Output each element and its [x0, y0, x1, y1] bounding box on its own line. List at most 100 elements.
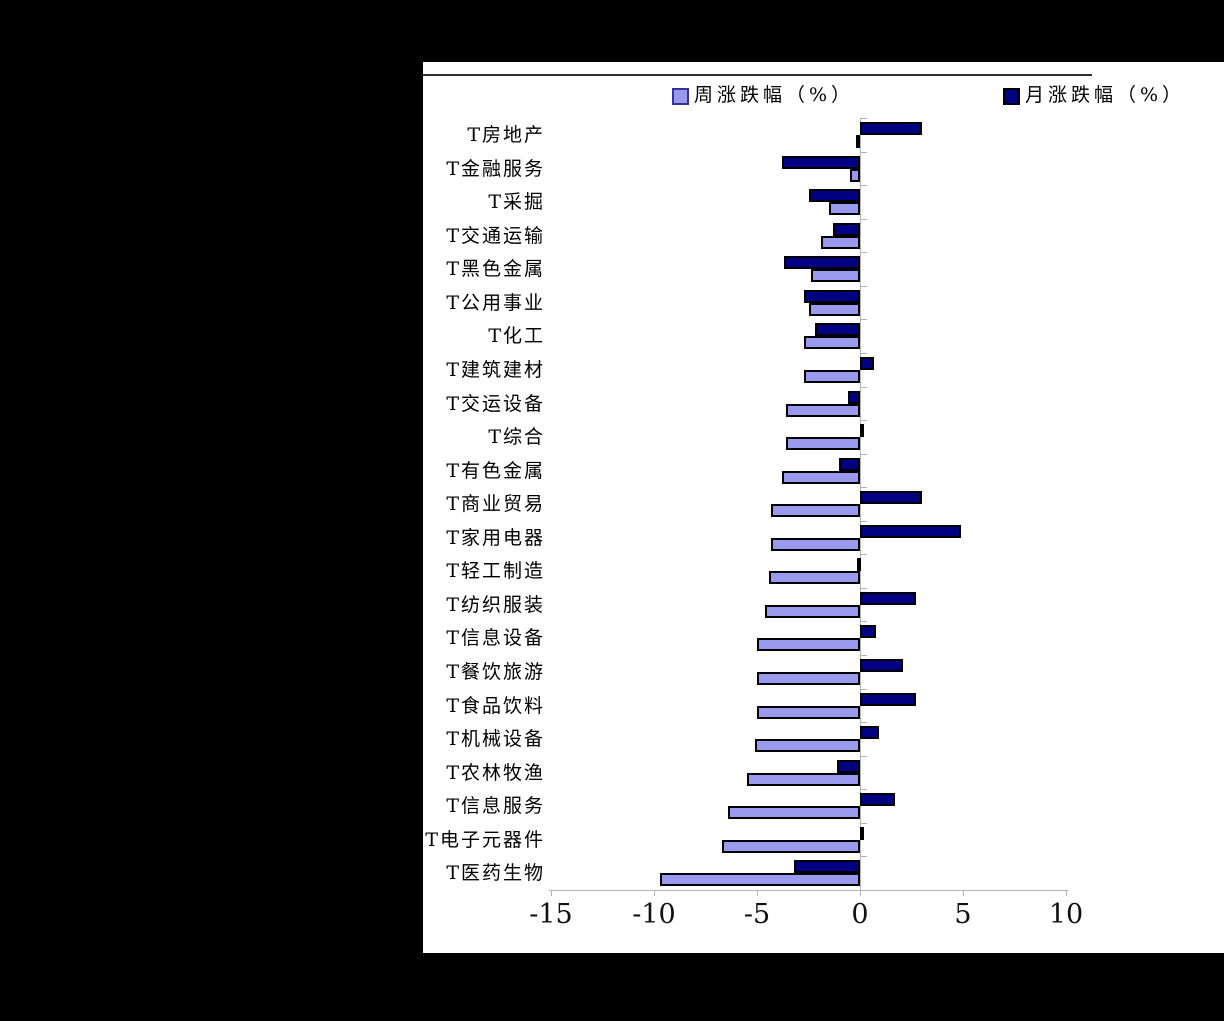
category-tick: [860, 688, 867, 690]
month-bar: [839, 457, 860, 471]
week-bar: [728, 806, 860, 820]
week-bar: [721, 839, 860, 853]
month-bar: [860, 591, 916, 605]
week-bar: [781, 470, 860, 484]
header-rule: [423, 74, 1092, 76]
category-tick: [860, 185, 867, 187]
week-bar: [829, 202, 860, 216]
category-tick: [860, 587, 867, 589]
category-tick: [860, 487, 867, 489]
week-bar: [771, 504, 860, 518]
month-bar: [857, 558, 861, 572]
category-tick: [860, 822, 867, 824]
category-label: T交运设备: [446, 392, 545, 415]
week-legend-label: 周涨跌幅（%）: [694, 84, 855, 106]
week-bar: [804, 336, 860, 350]
week-bar: [765, 604, 860, 618]
category-tick: [860, 554, 867, 556]
month-legend-label: 月涨跌幅（%）: [1025, 84, 1186, 106]
category-label: T有色金属: [446, 459, 545, 482]
category-label: T交通运输: [446, 224, 545, 247]
category-label: T轻工制造: [446, 560, 545, 583]
category-label: T信息服务: [446, 795, 545, 818]
plot-area: -15 -10 -5 0 5 10 T房地产 T金融服务 T采掘 T交通运输 T黑色金属 T公用事业 T…: [423, 62, 1224, 953]
x-tick-label: 10: [1048, 899, 1084, 930]
chart-sheet: 周涨跌幅（%） 月涨跌幅（%） -15 -10 -5 0 5 10 T房地产 T金融服务 T采掘…: [423, 62, 1224, 953]
week-bar: [757, 638, 860, 652]
week-bar: [855, 135, 860, 148]
x-axis-tick: [654, 890, 655, 896]
month-bar: [860, 726, 879, 740]
category-label: T家用电器: [446, 526, 545, 549]
week-bar: [757, 705, 860, 719]
week-bar: [820, 235, 860, 249]
category-tick: [860, 655, 867, 657]
week-bar: [754, 739, 860, 753]
category-label: T农林牧渔: [446, 761, 545, 784]
x-tick-label: -10: [632, 899, 676, 930]
category-tick: [860, 520, 867, 522]
category-label: T房地产: [467, 124, 545, 146]
x-axis-tick: [757, 890, 758, 896]
month-bar: [860, 524, 961, 538]
category-label: T采掘: [488, 191, 545, 214]
week-bar: [746, 772, 860, 786]
month-bar: [781, 155, 860, 169]
week-bar: [771, 537, 860, 551]
category-tick: [860, 722, 867, 724]
category-label: T电子元器件: [425, 828, 545, 851]
month-bar: [847, 390, 860, 404]
category-label: T商业贸易: [446, 493, 545, 516]
month-bar: [860, 625, 877, 639]
category-label: T医药生物: [446, 862, 545, 885]
category-label: T餐饮旅游: [446, 661, 545, 684]
category-label: T纺织服装: [446, 593, 545, 616]
x-axis-tick: [1066, 890, 1067, 896]
month-bar: [860, 692, 916, 706]
month-legend-swatch-icon: [1003, 88, 1020, 105]
x-axis-tick: [551, 890, 552, 896]
category-label: T金融服务: [446, 157, 545, 180]
month-bar: [794, 860, 860, 874]
month-bar: [814, 323, 860, 337]
category-label: T食品饮料: [446, 694, 545, 717]
week-bar: [660, 873, 860, 887]
category-label: T化工: [488, 325, 545, 348]
week-bar: [785, 437, 860, 451]
category-tick: [860, 319, 867, 321]
category-tick: [860, 386, 867, 388]
x-axis-line: [549, 890, 1068, 891]
category-label: T信息设备: [446, 627, 545, 650]
month-bar: [804, 289, 860, 303]
category-tick: [860, 453, 867, 455]
week-bar: [808, 302, 860, 316]
x-tick-label: -5: [743, 899, 771, 930]
month-bar: [860, 491, 922, 505]
week-bar: [785, 403, 860, 417]
month-bar: [860, 659, 904, 673]
x-axis-tick: [860, 890, 861, 896]
category-tick: [860, 856, 867, 858]
month-bar: [860, 826, 865, 840]
month-bar: [860, 424, 864, 438]
month-bar: [860, 356, 875, 370]
category-tick: [860, 755, 867, 757]
category-label: T黑色金属: [446, 258, 545, 281]
category-tick: [860, 118, 867, 119]
x-tick-label: -15: [529, 899, 573, 930]
category-label: T公用事业: [446, 291, 545, 314]
x-tick-label: 5: [954, 899, 972, 930]
week-bar: [804, 369, 860, 383]
category-tick: [860, 252, 867, 254]
category-tick: [860, 285, 867, 287]
week-bar: [769, 571, 860, 585]
week-legend-swatch-icon: [672, 88, 689, 105]
category-tick: [860, 621, 867, 623]
category-tick: [860, 218, 867, 220]
month-bar: [783, 256, 860, 270]
week-bar: [810, 269, 860, 283]
x-tick-label: 0: [851, 899, 869, 930]
week-bar: [849, 168, 860, 182]
month-bar: [808, 189, 860, 203]
